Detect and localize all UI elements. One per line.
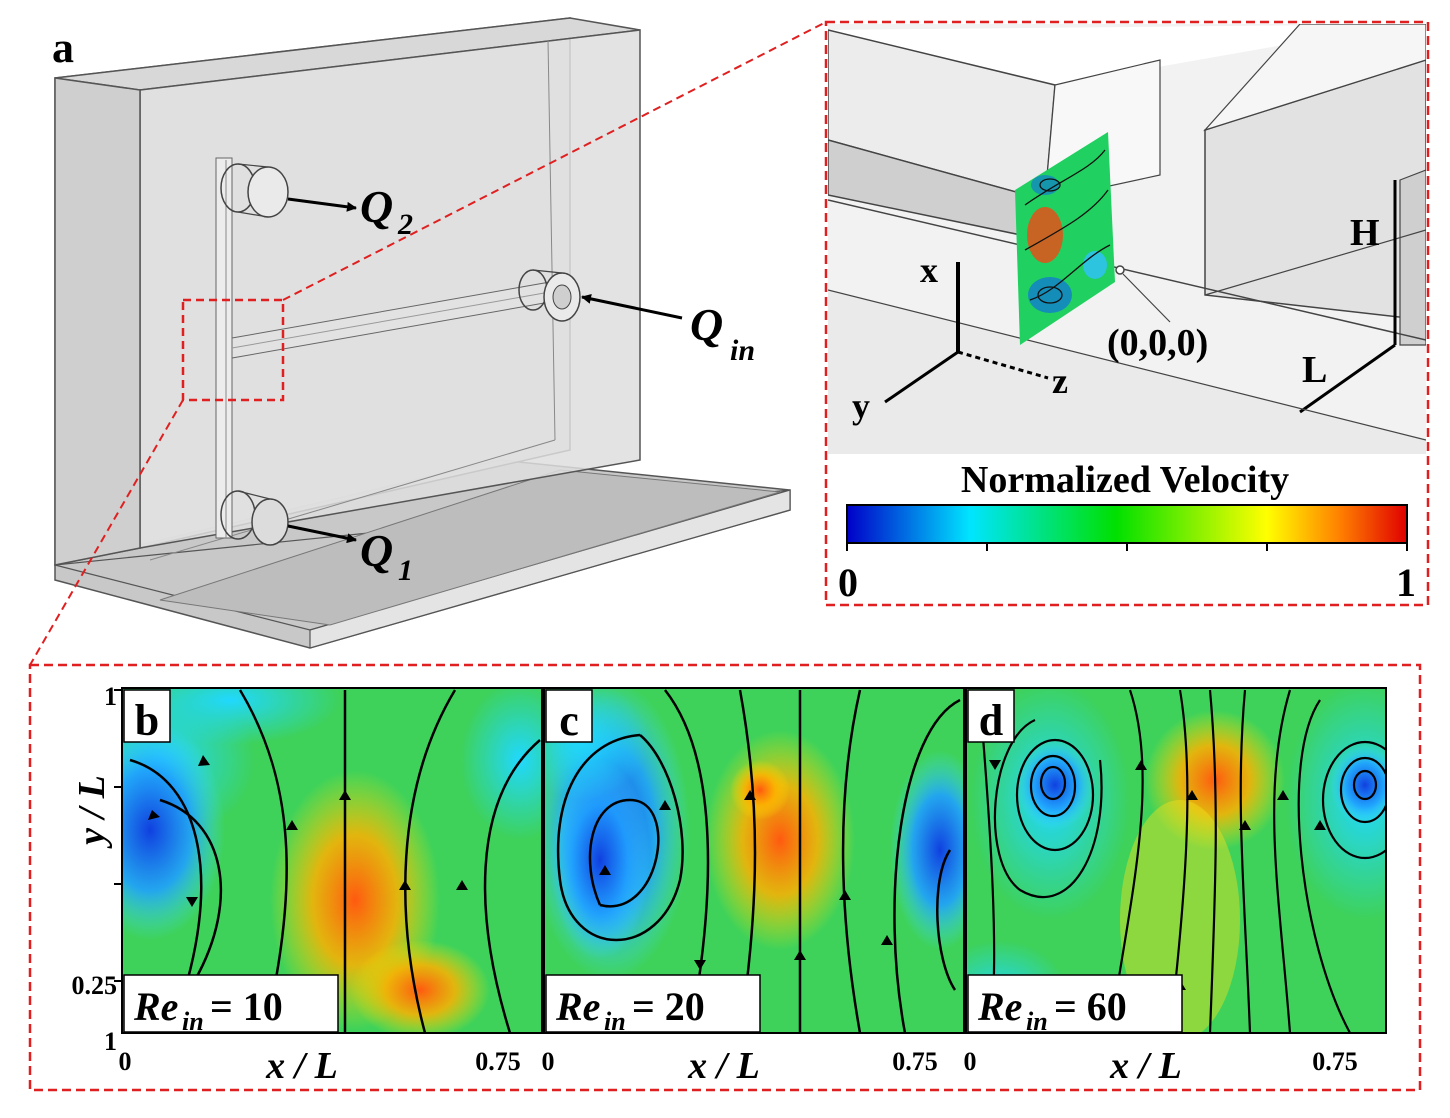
- x-tick-left-d: 0: [964, 1047, 977, 1076]
- origin-label: (0,0,0): [1107, 322, 1208, 364]
- panel-b-re: Re: [133, 984, 178, 1029]
- origin-marker: [1115, 265, 1125, 275]
- x-tick-right-d: 0.75: [1312, 1047, 1358, 1076]
- y-axis-ticks: [114, 689, 122, 982]
- x-tick-left-b: 0: [119, 1047, 132, 1076]
- panel-c: c Re in = 20: [543, 687, 965, 1036]
- panel-c-re-value: = 20: [632, 984, 705, 1029]
- panel-b-label: b: [135, 696, 159, 745]
- x-tick-right-c: 0.75: [892, 1047, 938, 1076]
- q1-letter: Q: [360, 525, 393, 576]
- x-tick-right-b: 0.75: [475, 1047, 521, 1076]
- inset-panel: x y z (0,0,0) H L Normalized Velocity 0 …: [824, 20, 1430, 607]
- colorbar: [846, 504, 1408, 544]
- q2-label: Q 2: [360, 181, 413, 241]
- axis-z-label: z: [1052, 361, 1068, 401]
- y-tick-top: 1: [104, 682, 117, 711]
- x-axis-label-b: x / L: [265, 1045, 338, 1087]
- qin-subscript: in: [730, 334, 755, 367]
- panel-b-reynolds-box: Re in = 10: [123, 974, 339, 1036]
- panel-d-label: d: [979, 696, 1003, 745]
- panel-a-device: [54, 17, 791, 649]
- panel-d-re: Re: [977, 984, 1022, 1029]
- y-tick-mid: 0.25: [72, 971, 118, 1000]
- x-axis-label-c: x / L: [687, 1045, 760, 1087]
- axis-y-label: y: [852, 386, 870, 426]
- panel-b-re-value: = 10: [210, 984, 283, 1029]
- q2-subscript: 2: [397, 208, 413, 241]
- bottom-zoom-frame: [28, 663, 1422, 1092]
- x-axis-b: 0 x / L 0.75: [119, 1045, 521, 1087]
- zoom-line-top: [282, 21, 827, 301]
- qin-label: Q in: [690, 299, 755, 367]
- qin-letter: Q: [690, 299, 723, 350]
- x-axis-label-d: x / L: [1109, 1045, 1182, 1087]
- dimension-h-label: H: [1350, 212, 1380, 254]
- zoom-line-bottom: [29, 399, 184, 666]
- colorbar-ticks: [846, 543, 1408, 551]
- y-axis-label: y / L: [71, 775, 113, 849]
- panel-c-re: Re: [555, 984, 600, 1029]
- axis-triad: [884, 262, 1049, 404]
- panel-d-re-value: = 60: [1054, 984, 1127, 1029]
- q1-subscript: 1: [398, 554, 413, 587]
- colorbar-min-label: 0: [838, 560, 858, 605]
- panel-d: d Re in = 60: [965, 687, 1387, 1036]
- x-axis-d: 0 x / L 0.75: [964, 1045, 1358, 1087]
- panel-d-re-sub: in: [1026, 1007, 1048, 1036]
- y-tick-bottom: 1: [104, 1027, 117, 1056]
- panel-c-label: c: [559, 696, 579, 745]
- velocity-slice: [1015, 132, 1115, 345]
- q1-label: Q 1: [360, 525, 413, 587]
- panel-b: b Re in = 10: [121, 687, 543, 1036]
- panel-c-re-sub: in: [604, 1007, 626, 1036]
- colorbar-max-label: 1: [1396, 560, 1416, 605]
- panel-c-reynolds-box: Re in = 20: [545, 974, 761, 1036]
- q2-letter: Q: [360, 181, 393, 232]
- dimension-l-label: L: [1302, 349, 1327, 391]
- panel-a-label: a: [52, 23, 74, 72]
- x-axis-c: 0 x / L 0.75: [542, 1045, 938, 1087]
- panel-d-reynolds-box: Re in = 60: [967, 974, 1183, 1036]
- colorbar-title: Normalized Velocity: [961, 459, 1289, 501]
- axis-x-label: x: [920, 250, 938, 290]
- x-tick-left-c: 0: [542, 1047, 555, 1076]
- panel-b-re-sub: in: [182, 1007, 204, 1036]
